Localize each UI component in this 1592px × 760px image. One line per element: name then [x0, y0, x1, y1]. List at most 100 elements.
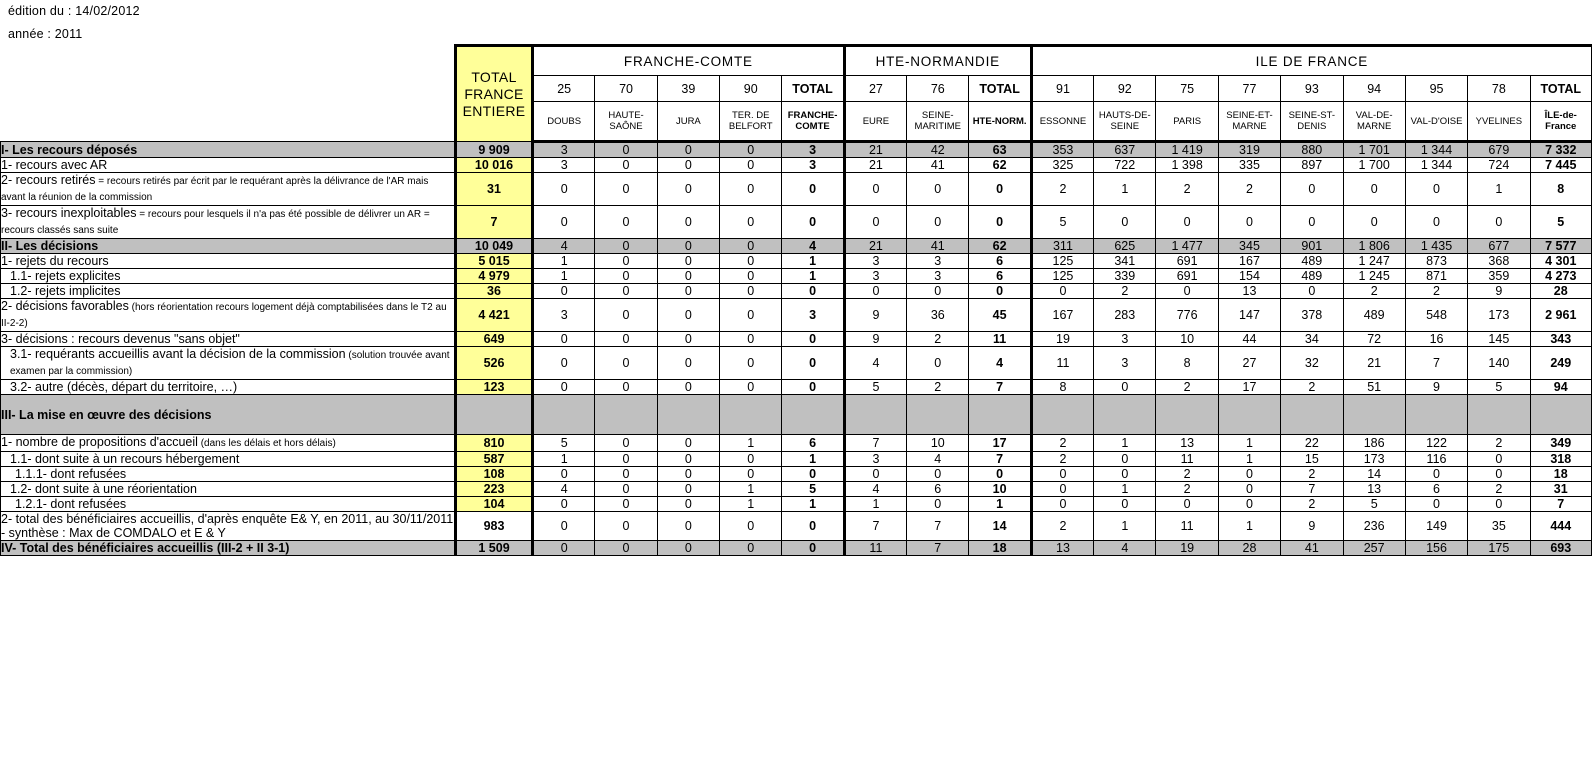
row-label: 3.2- autre (décès, départ du territoire,…: [0, 379, 456, 395]
cell-hte-norm-: 62: [968, 238, 1032, 254]
cell--le-de-france: 4 301: [1529, 253, 1592, 269]
cell-ter-de-belfort: 0: [719, 298, 783, 332]
cell-yvelines: 175: [1467, 540, 1531, 556]
header-row-regions: TOTAL FRANCE ENTIERE FRANCHE-COMTE HTE-NORMA…: [0, 44, 1592, 142]
row-label: 2- total des bénéficiaires accueillis, d…: [0, 511, 456, 541]
cell-seine-et-marne: 44: [1217, 331, 1282, 347]
cell-val-d-oise: 6: [1404, 481, 1469, 497]
cell-paris: 2: [1155, 379, 1219, 395]
row-label: 1.2- rejets implicites: [0, 283, 456, 299]
cell-seine-maritime: 3: [906, 268, 970, 284]
cell-haute-sa-ne: 0: [594, 434, 658, 452]
cell-ter-de-belfort: 0: [719, 205, 783, 239]
cell-seine-maritime: 36: [906, 298, 970, 332]
row-total-france: 31: [454, 172, 534, 206]
cell-jura: 0: [656, 283, 721, 299]
header-row-codes: 25 70 39 90 TOTAL 27 76 TOTAL 91 92 75 77 93 94 95 78 TO…: [1, 75, 1592, 102]
row-total-france: 649: [454, 331, 534, 347]
cell-hte-norm-: 0: [968, 205, 1032, 239]
cell-val-d-oise: [1404, 394, 1469, 435]
table-row: III- La mise en œuvre des décisions: [0, 394, 1592, 435]
cell-val-de-marne: 236: [1342, 511, 1406, 541]
cell-yvelines: 0: [1467, 496, 1531, 512]
cell-seine-maritime: 4: [906, 451, 970, 467]
row-label: 1.1- dont suite à un recours hébergement: [0, 451, 456, 467]
row-label: 1- recours avec AR: [0, 157, 456, 173]
cell-paris: 8: [1155, 346, 1219, 380]
cell-seine-st-denis: [1280, 394, 1344, 435]
cell-doubs: 1: [530, 451, 596, 467]
cell-hte-norm-: 7: [968, 379, 1032, 395]
cell-ter-de-belfort: 0: [719, 346, 783, 380]
cell--le-de-france: 444: [1529, 511, 1592, 541]
cell-essonne: [1029, 394, 1095, 435]
header-dept-haute-sa-ne: HAUTE-SAÔNE: [594, 101, 658, 143]
cell-seine-st-denis: 22: [1280, 434, 1344, 452]
cell-val-d-oise: 9: [1404, 379, 1469, 395]
cell-yvelines: 2: [1467, 434, 1531, 452]
cell-eure: 21: [842, 238, 908, 254]
header-code-93-12: 93: [1280, 75, 1344, 102]
cell-doubs: 4: [530, 481, 596, 497]
cell-eure: 9: [842, 298, 908, 332]
cell-yvelines: 0: [1467, 451, 1531, 467]
cell-franche-comte: 6: [781, 434, 845, 452]
cell-essonne: 167: [1029, 298, 1095, 332]
cell-yvelines: 359: [1467, 268, 1531, 284]
header-code-27-5: 27: [842, 75, 908, 102]
cell-haute-sa-ne: 0: [594, 298, 658, 332]
table-row: 1- rejets du recours 5 015 1 0 0 0 1 3 3 6 125 341 6…: [0, 253, 1592, 269]
cell-jura: 0: [656, 205, 721, 239]
cell-doubs: 1: [530, 268, 596, 284]
row-label: 1.2- dont suite à une réorientation: [0, 481, 456, 497]
header-dept-seine-et-marne: SEINE-ET-MARNE: [1217, 101, 1282, 143]
table-row: 2- total des bénéficiaires accueillis, d…: [0, 511, 1592, 541]
cell-haute-sa-ne: 0: [594, 238, 658, 254]
cell-yvelines: 368: [1467, 253, 1531, 269]
cell-jura: [656, 394, 721, 435]
cell-franche-comte: 3: [781, 157, 845, 173]
row-total-france: 1 509: [454, 540, 534, 556]
cell-hauts-de-seine: 3: [1093, 346, 1157, 380]
cell-seine-et-marne: 0: [1217, 496, 1282, 512]
cell-eure: 21: [842, 157, 908, 173]
cell-val-de-marne: 1 245: [1342, 268, 1406, 284]
cell-seine-et-marne: 335: [1217, 157, 1282, 173]
cell-essonne: 0: [1029, 283, 1095, 299]
cell-jura: 0: [656, 238, 721, 254]
cell-seine-maritime: 0: [906, 205, 970, 239]
cell-ter-de-belfort: 1: [719, 496, 783, 512]
cell-hte-norm-: 7: [968, 451, 1032, 467]
cell--le-de-france: 4 273: [1529, 268, 1592, 284]
row-label: 3.1- requérants accueillis avant la déci…: [0, 346, 456, 380]
header-dept-hauts-de-seine: HAUTS-DE-SEINE: [1093, 101, 1157, 143]
cell-essonne: 5: [1029, 205, 1095, 239]
header-dept-jura: JURA: [656, 101, 721, 143]
cell-val-de-marne: 13: [1342, 481, 1406, 497]
cell-franche-comte: 1: [781, 451, 845, 467]
cell-eure: 0: [842, 172, 908, 206]
cell-yvelines: 679: [1467, 141, 1531, 158]
row-label: 3- décisions : recours devenus "sans obj…: [0, 331, 456, 347]
cell-seine-st-denis: 489: [1280, 268, 1344, 284]
cell-hte-norm-: [968, 394, 1032, 435]
header-code-77-11: 77: [1217, 75, 1282, 102]
cell-franche-comte: 4: [781, 238, 845, 254]
cell-val-de-marne: 1 701: [1342, 141, 1406, 158]
cell-hauts-de-seine: 1: [1093, 434, 1157, 452]
cell-paris: 2: [1155, 172, 1219, 206]
cell-franche-comte: 1: [781, 268, 845, 284]
cell-franche-comte: 0: [781, 540, 845, 556]
cell-seine-maritime: 0: [906, 283, 970, 299]
cell-hte-norm-: 0: [968, 172, 1032, 206]
cell-ter-de-belfort: 0: [719, 451, 783, 467]
cell-ter-de-belfort: [719, 394, 783, 435]
header-code-75-10: 75: [1155, 75, 1219, 102]
cell-hauts-de-seine: 1: [1093, 511, 1157, 541]
row-label: 3- recours inexploitables = recours pour…: [0, 205, 456, 239]
header-code-76-6: 76: [906, 75, 970, 102]
cell-essonne: 353: [1029, 141, 1095, 158]
cell-franche-comte: 0: [781, 283, 845, 299]
cell--le-de-france: 18: [1529, 466, 1592, 482]
